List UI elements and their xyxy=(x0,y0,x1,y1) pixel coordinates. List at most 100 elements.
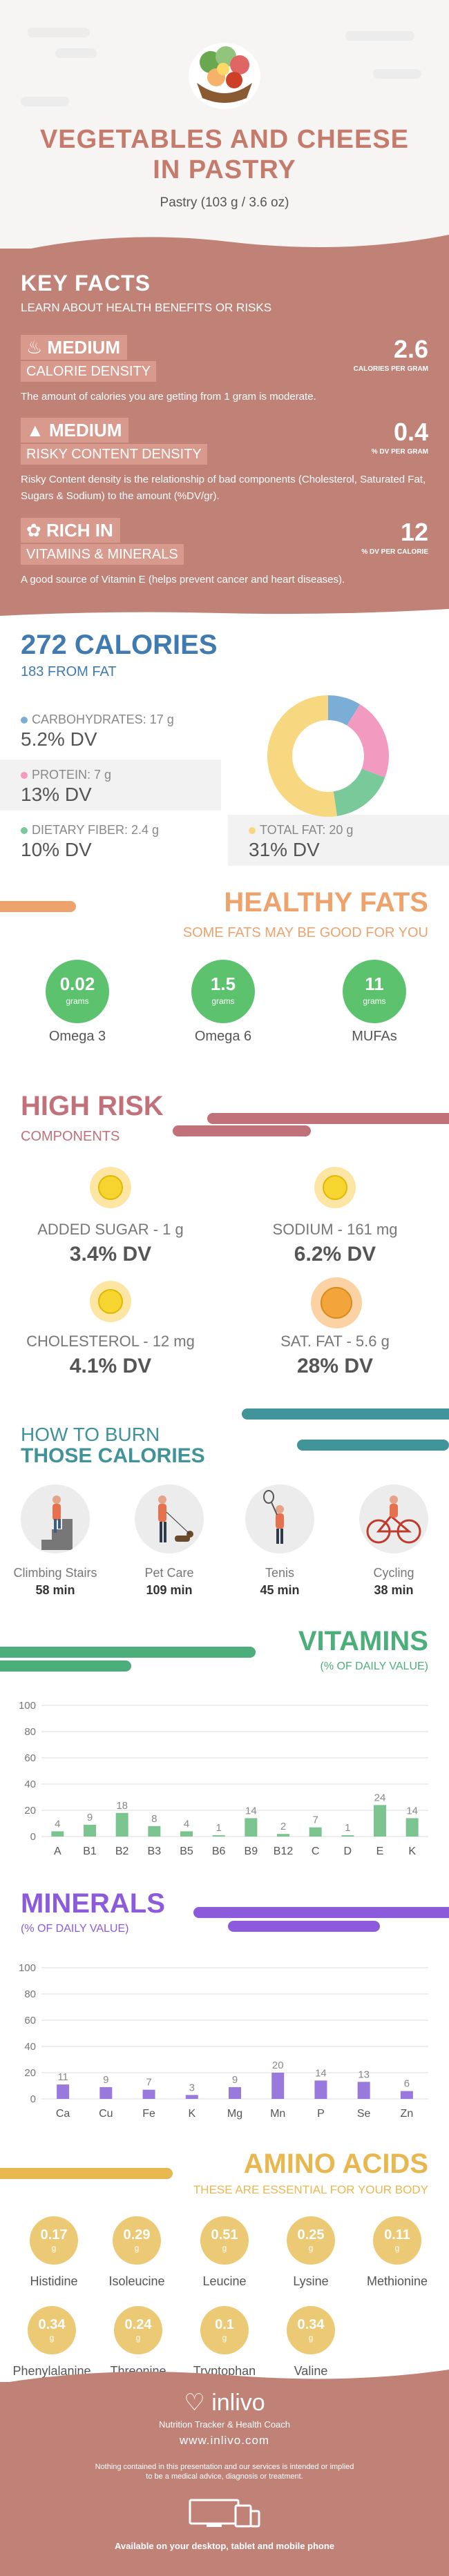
risk-label: ADDED SUGAR - 1 g xyxy=(37,1221,184,1238)
y-tick-label: 80 xyxy=(24,1988,36,2000)
y-tick-label: 40 xyxy=(24,2041,36,2053)
bar xyxy=(309,1827,322,1837)
wave-divider xyxy=(0,235,449,255)
minerals-title: MINERALS xyxy=(21,1888,165,1919)
y-tick-label: 0 xyxy=(30,1831,36,1843)
page-title: VEGETABLES AND CHEESE IN PASTRY xyxy=(0,124,449,185)
fat-label: Omega 6 xyxy=(194,1029,252,1044)
nutrient-fiber: DIETARY FIBER: 2.4 g 10% DV xyxy=(21,823,160,860)
x-tick-label: B3 xyxy=(148,1846,162,1857)
bar xyxy=(245,1818,258,1837)
fat-bubble-omega6: 1.5 grams xyxy=(191,960,255,1023)
burn-title-2: THOSE CALORIES xyxy=(21,1444,205,1467)
vitamins-bar-chart: 0 20 40 60 80 100 4 A 9 B1 18 B2 8 B3 4 B5 1 B6 14 B9 2 B12 7 C… xyxy=(19,1700,428,1857)
x-tick-label: Cu xyxy=(99,2108,113,2120)
risk-dv: 28% DV xyxy=(296,1355,374,1377)
vitamins-subtitle: (% OF DAILY VALUE) xyxy=(320,1660,428,1672)
y-tick-label: 60 xyxy=(24,2015,36,2026)
y-tick-label: 0 xyxy=(30,2093,36,2105)
devices-icon xyxy=(189,2499,260,2528)
risk-dv: 4.1% DV xyxy=(69,1355,152,1377)
donut-slice xyxy=(333,768,385,817)
data-label: 2 xyxy=(280,1821,286,1832)
fact-label: VITAMINS & MINERALS xyxy=(21,544,184,565)
high-risk-subtitle: COMPONENTS xyxy=(21,1129,120,1144)
legend-dot xyxy=(21,827,28,834)
amino-phenylalanine: 0.34 g Phenylalanine xyxy=(7,2306,97,2379)
bar xyxy=(99,2086,113,2099)
hero-section: VEGETABLES AND CHEESE IN PASTRY Pastry (… xyxy=(0,0,449,249)
decor-bar xyxy=(0,1647,256,1658)
decor-bar xyxy=(207,1113,449,1124)
fact-description: Risky Content density is the relationshi… xyxy=(21,474,426,502)
data-label: 11 xyxy=(57,2071,68,2083)
risk-label: CHOLESTEROL - 12 mg xyxy=(26,1333,195,1350)
brand-logo: ♡ inlivo xyxy=(184,2390,265,2416)
leaf-icon: ✿ xyxy=(26,520,41,541)
x-tick-label: B12 xyxy=(274,1846,294,1857)
amino-isoleucine: 0.29 g Isoleucine xyxy=(92,2216,182,2289)
key-facts-subtitle: LEARN ABOUT HEALTH BENEFITS OR RISKS xyxy=(21,301,272,314)
fat-label: Omega 3 xyxy=(48,1029,106,1044)
fat-bubble-omega3: 0.02 grams xyxy=(46,960,109,1023)
data-label: 9 xyxy=(232,2074,238,2086)
fact-label: CALORIE DENSITY xyxy=(21,361,157,382)
data-label: 9 xyxy=(87,1812,93,1823)
bar xyxy=(277,1834,289,1837)
bar xyxy=(405,1818,419,1837)
healthy-fats-subtitle: SOME FATS MAY BE GOOD FOR YOU xyxy=(182,925,428,940)
decor-bar xyxy=(173,1125,311,1136)
disclaimer-line-1: Nothing contained in this presentation a… xyxy=(95,2463,354,2471)
warning-icon: ▲ xyxy=(26,420,44,440)
footer: ♡ inlivo Nutrition Tracker & Health Coac… xyxy=(0,2370,449,2576)
y-tick-label: 20 xyxy=(24,2067,36,2079)
amino-title: AMINO ACIDS xyxy=(243,2149,428,2179)
y-tick-label: 80 xyxy=(24,1726,36,1738)
decor-bar xyxy=(0,901,76,912)
amino-histidine: 0.17 g Histidine xyxy=(9,2216,99,2289)
decor-bar xyxy=(0,1660,131,1672)
smiley-icon xyxy=(311,1277,362,1328)
decor-bar xyxy=(193,1907,449,1918)
dog-walk-icon xyxy=(135,1484,204,1553)
vegetables-basket-icon xyxy=(189,43,260,109)
smiley-icon xyxy=(90,1281,131,1322)
minerals-bar-chart: 0 20 40 60 80 100 11 Ca 9 Cu 7 Fe 3 K 9 Mg 20 Mn 14 P 13 Se 6 Z… xyxy=(19,1962,428,2120)
fat-label: MUFAs xyxy=(352,1029,397,1044)
risk-dv: 3.4% DV xyxy=(69,1243,152,1266)
bar xyxy=(212,1835,225,1837)
legend-dot xyxy=(21,717,28,724)
x-tick-label: B6 xyxy=(212,1846,226,1857)
amino-subtitle: THESE ARE ESSENTIAL FOR YOUR BODY xyxy=(193,2183,428,2196)
x-tick-label: Se xyxy=(357,2108,371,2120)
brand-url[interactable]: www.inlivo.com xyxy=(179,2434,270,2447)
y-tick-label: 100 xyxy=(19,1700,36,1712)
decor-cloud xyxy=(55,48,97,58)
wave-divider xyxy=(0,2370,449,2383)
x-tick-label: P xyxy=(317,2108,325,2120)
bar xyxy=(84,1824,96,1837)
donut-slice xyxy=(328,695,361,726)
x-tick-label: B2 xyxy=(115,1846,129,1857)
availability-text: Available on your desktop, tablet and mo… xyxy=(114,2541,335,2551)
fact-risky-density: ▲ MEDIUM RISKY CONTENT DENSITY 0.4 % DV … xyxy=(21,418,428,505)
fact-unit: % DV PER CALORIE xyxy=(361,548,428,556)
brand-tagline: Nutrition Tracker & Health Coach xyxy=(158,2419,291,2430)
bar xyxy=(148,1826,161,1837)
bar xyxy=(314,2080,327,2099)
amino-leucine: 0.51 g Leucine xyxy=(180,2216,269,2289)
fact-description: The amount of calories you are getting f… xyxy=(21,391,316,403)
bar xyxy=(115,1812,128,1837)
bar xyxy=(341,1835,354,1837)
data-label: 18 xyxy=(116,1800,128,1812)
data-label: 9 xyxy=(103,2074,108,2086)
fact-level: ✿ RICH IN xyxy=(21,518,120,543)
activity-pet-care: Pet Care 109 min xyxy=(117,1484,221,1598)
bar xyxy=(57,2084,70,2099)
x-tick-label: D xyxy=(344,1846,352,1857)
decor-cloud xyxy=(28,28,90,37)
bar xyxy=(374,1805,386,1837)
data-label: 13 xyxy=(358,2069,370,2080)
data-label: 8 xyxy=(151,1813,157,1825)
activity-tennis: Tenis 45 min xyxy=(228,1484,332,1598)
